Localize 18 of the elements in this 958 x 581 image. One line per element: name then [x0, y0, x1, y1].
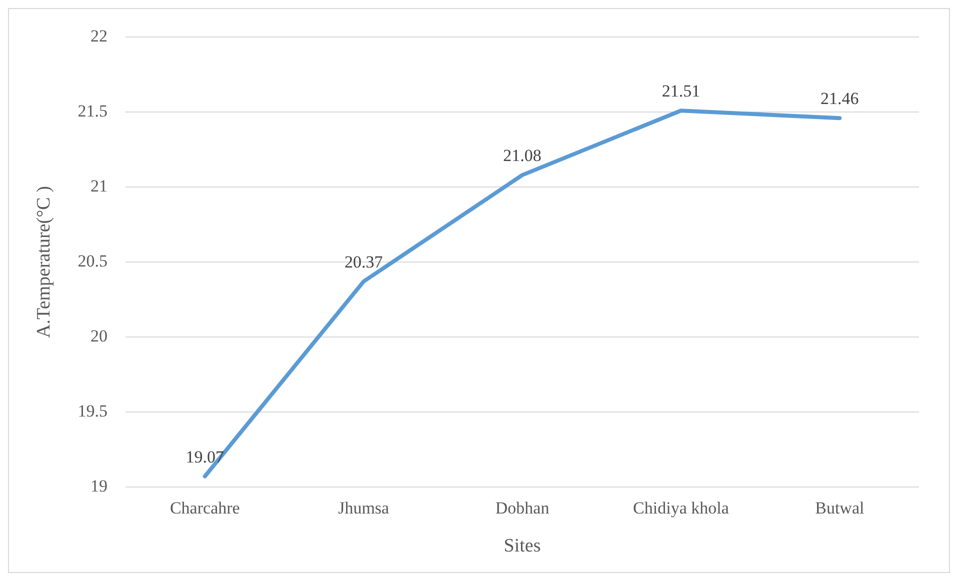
- data-label: 21.51: [662, 82, 700, 101]
- y-tick-label: 21.5: [78, 102, 108, 121]
- y-tick-label: 20: [90, 326, 108, 346]
- data-label: 21.08: [503, 146, 542, 166]
- x-tick-label: Dobhan: [495, 498, 550, 518]
- y-tick-label: 21: [90, 176, 108, 196]
- y-tick-label: 19: [90, 476, 108, 496]
- y-tick-label: 20.5: [78, 251, 108, 270]
- x-tick-label: Butwal: [815, 498, 864, 518]
- data-label: 21.46: [820, 89, 859, 108]
- x-tick-label: Charcahre: [170, 498, 240, 518]
- x-tick-label: Chidiya khola: [633, 498, 730, 518]
- x-axis-title: Sites: [504, 536, 541, 557]
- data-label: 20.37: [344, 252, 384, 272]
- y-tick-label: 22: [90, 26, 108, 46]
- y-tick-label: 19.5: [78, 401, 108, 420]
- y-axis-title: A.Temperature(°C ): [33, 186, 54, 338]
- x-tick-label: Jhumsa: [338, 498, 390, 518]
